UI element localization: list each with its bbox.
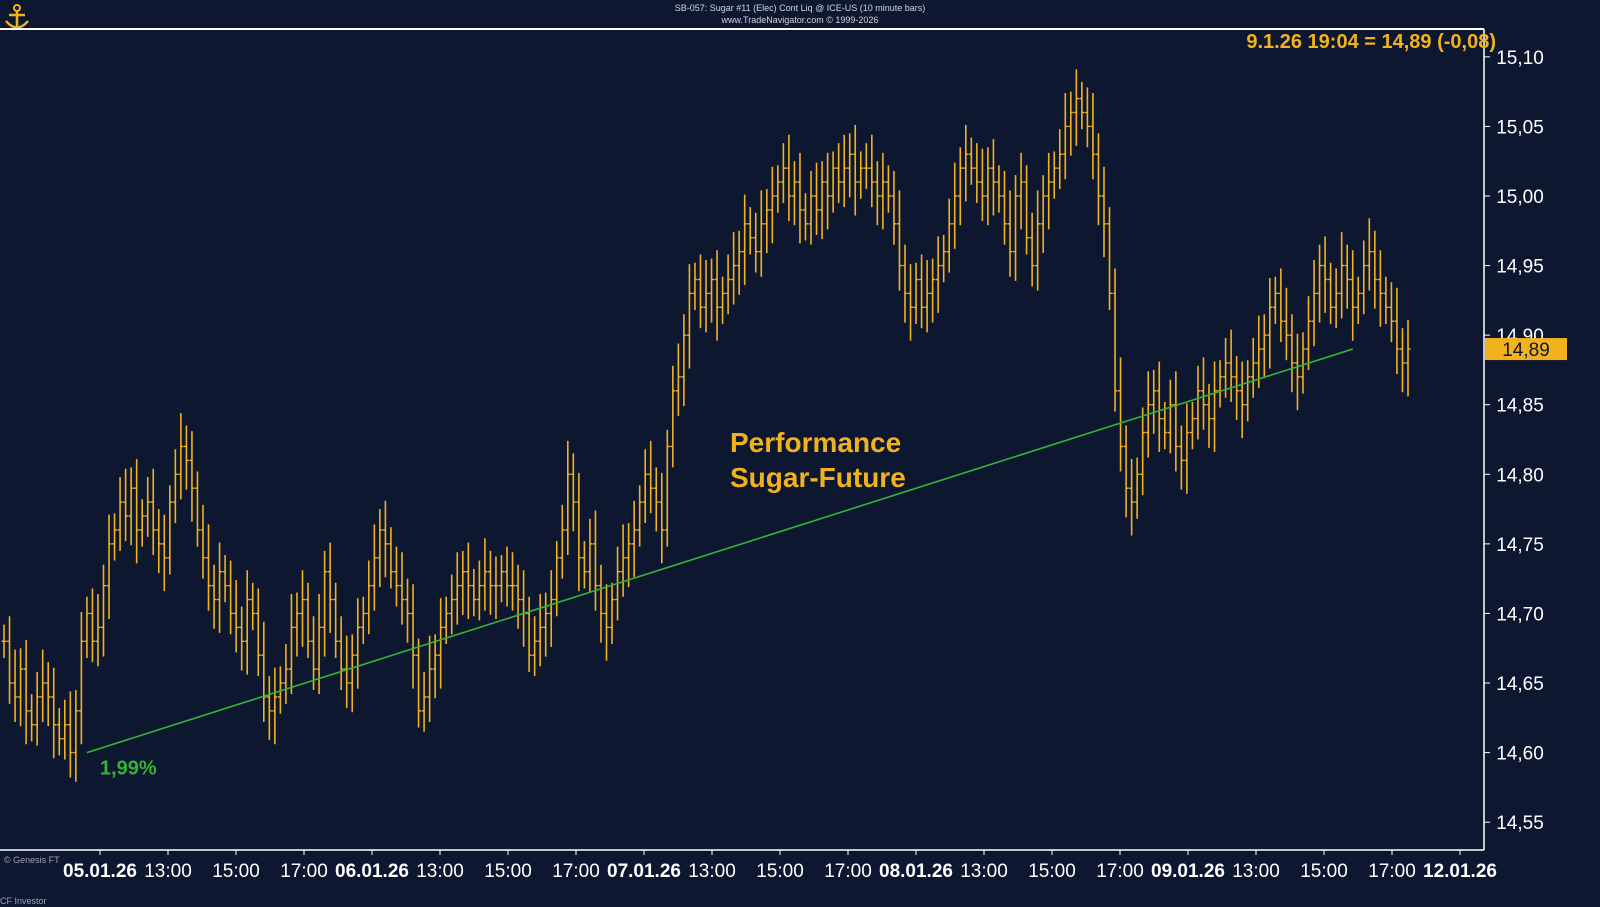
y-tick-label: 15,00 (1496, 187, 1544, 208)
publisher-label: CF Investor (0, 896, 47, 906)
last-quote-label: 9.1.26 19:04 = 14,89 (-0,08) (1246, 31, 1496, 53)
x-time-label: 17:00 (1096, 861, 1144, 882)
x-time-label: 17:00 (552, 861, 600, 882)
source-label: www.TradeNavigator.com © 1999-2026 (721, 15, 879, 25)
x-time-label: 15:00 (1028, 861, 1076, 882)
anchor-logo-icon (5, 4, 29, 29)
x-date-label: 07.01.26 (607, 861, 681, 882)
x-date-label: 12.01.26 (1423, 861, 1497, 882)
performance-annotation: Sugar-Future (730, 462, 906, 493)
trend-line (86, 348, 1353, 754)
x-time-label: 13:00 (688, 861, 736, 882)
y-tick-label: 15,05 (1496, 117, 1544, 138)
x-time-label: 13:00 (144, 861, 192, 882)
x-time-label: 17:00 (280, 861, 328, 882)
y-tick-label: 14,85 (1496, 396, 1544, 417)
x-date-label: 05.01.26 (63, 861, 137, 882)
y-tick-label: 14,65 (1496, 674, 1544, 695)
copyright-label: © Genesis FT (4, 855, 60, 865)
chart-title: SB-057: Sugar #11 (Elec) Cont Liq @ ICE-… (674, 3, 926, 13)
x-time-label: 13:00 (416, 861, 464, 882)
x-date-label: 08.01.26 (879, 861, 953, 882)
y-tick-label: 14,60 (1496, 744, 1544, 765)
performance-annotation: Performance (730, 427, 901, 458)
x-date-label: 06.01.26 (335, 861, 409, 882)
y-tick-label: 14,55 (1496, 813, 1544, 834)
x-time-label: 13:00 (960, 861, 1008, 882)
y-tick-label: 14,70 (1496, 604, 1544, 625)
x-time-label: 15:00 (1300, 861, 1348, 882)
y-tick-label: 15,10 (1496, 48, 1544, 69)
y-tick-label: 14,75 (1496, 535, 1544, 556)
trend-percent-label: 1,99% (100, 758, 157, 780)
last-price-tag (1485, 338, 1567, 361)
x-time-label: 15:00 (484, 861, 532, 882)
y-tick-label: 14,95 (1496, 257, 1544, 278)
x-time-label: 17:00 (1368, 861, 1416, 882)
x-date-label: 09.01.26 (1151, 861, 1225, 882)
x-time-label: 13:00 (1232, 861, 1280, 882)
x-time-label: 15:00 (212, 861, 260, 882)
last-price-tag-label: 14,89 (1502, 340, 1550, 361)
x-time-label: 17:00 (824, 861, 872, 882)
y-tick-label: 14,80 (1496, 465, 1544, 486)
x-time-label: 15:00 (756, 861, 804, 882)
